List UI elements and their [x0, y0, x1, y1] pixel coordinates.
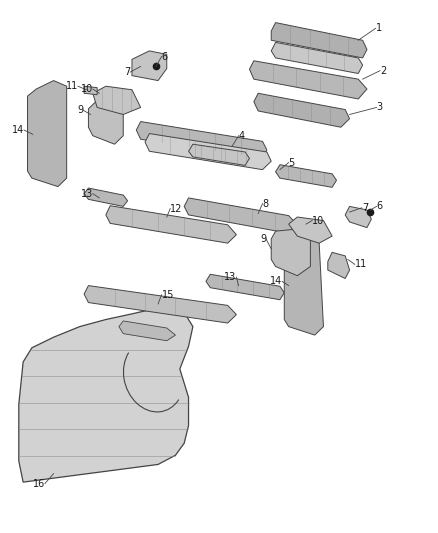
Polygon shape: [188, 144, 250, 165]
Polygon shape: [345, 206, 371, 228]
Text: 4: 4: [239, 131, 245, 141]
Text: 7: 7: [362, 203, 368, 213]
Polygon shape: [254, 93, 350, 127]
Text: 9: 9: [260, 234, 266, 244]
Text: 11: 11: [66, 81, 78, 91]
Text: 13: 13: [224, 272, 237, 282]
Polygon shape: [19, 305, 193, 482]
Text: 10: 10: [81, 84, 93, 94]
Text: 6: 6: [377, 201, 383, 212]
Polygon shape: [276, 165, 336, 187]
Polygon shape: [132, 51, 167, 80]
Text: 14: 14: [270, 276, 282, 286]
Text: 11: 11: [355, 260, 367, 269]
Polygon shape: [84, 188, 127, 206]
Polygon shape: [84, 286, 237, 323]
Polygon shape: [184, 198, 297, 233]
Polygon shape: [88, 99, 123, 144]
Text: 14: 14: [12, 125, 24, 135]
Polygon shape: [206, 274, 284, 300]
Polygon shape: [250, 61, 367, 99]
Text: 12: 12: [170, 204, 183, 214]
Polygon shape: [145, 134, 271, 169]
Text: 1: 1: [376, 23, 382, 33]
Polygon shape: [119, 321, 176, 341]
Polygon shape: [271, 22, 367, 58]
Polygon shape: [93, 86, 141, 115]
Text: 8: 8: [262, 199, 268, 208]
Polygon shape: [28, 80, 67, 187]
Polygon shape: [84, 86, 97, 95]
Text: 6: 6: [162, 52, 168, 61]
Text: 13: 13: [81, 189, 93, 199]
Polygon shape: [271, 229, 311, 276]
Text: 3: 3: [377, 102, 383, 112]
Text: 5: 5: [289, 158, 295, 167]
Polygon shape: [328, 252, 350, 279]
Text: 2: 2: [380, 66, 386, 76]
Polygon shape: [271, 43, 363, 74]
Polygon shape: [289, 217, 332, 243]
Polygon shape: [106, 206, 237, 243]
Text: 7: 7: [124, 67, 130, 77]
Polygon shape: [136, 122, 267, 158]
Text: 9: 9: [77, 105, 83, 115]
Text: 15: 15: [162, 290, 174, 300]
Polygon shape: [284, 236, 323, 335]
Text: 16: 16: [33, 479, 45, 489]
Text: 10: 10: [312, 215, 325, 225]
